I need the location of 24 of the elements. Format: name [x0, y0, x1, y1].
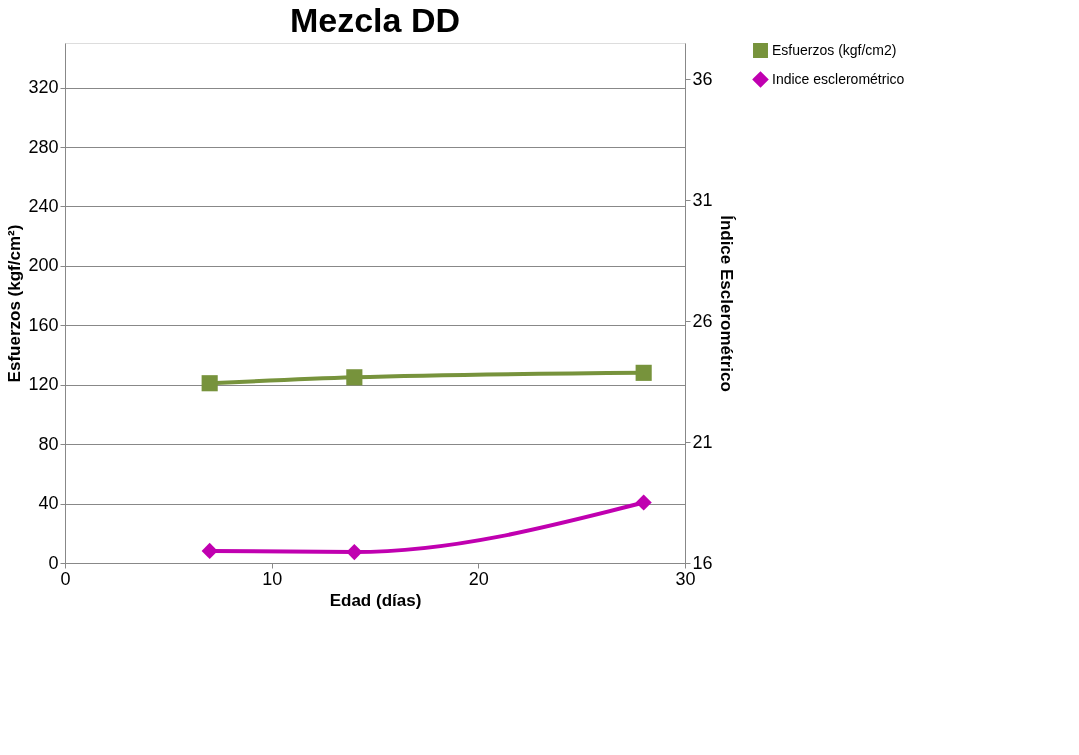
y2-tick-label: 21: [692, 431, 713, 452]
legend-label: Indice esclerométrico: [772, 70, 905, 87]
y2-tick-label: 36: [692, 68, 713, 89]
legend-label: Esfuerzos (kgf/cm2): [772, 41, 897, 58]
point: [346, 544, 363, 561]
y-tick-label: 80: [38, 433, 59, 454]
y2-tick-label: 26: [692, 310, 713, 331]
y-axis-title: Esfuerzos (kgf/cm²): [5, 224, 25, 383]
x-tick-label: 20: [468, 568, 489, 589]
y-tick-label: 280: [28, 136, 59, 157]
point: [201, 542, 218, 559]
y-tick-label: 320: [28, 77, 59, 98]
y2-axis-title: Índice Esclerométrico: [716, 215, 736, 392]
x-axis-title: Edad (días): [329, 590, 422, 610]
y2-tick-label: 31: [692, 189, 713, 210]
y-tick-label: 40: [38, 493, 59, 514]
y-tick-label: 160: [28, 314, 59, 335]
point: [635, 494, 652, 511]
y-tick-label: 0: [48, 552, 59, 573]
y-tick-label: 120: [28, 374, 59, 395]
y-tick-label: 240: [28, 195, 59, 216]
chart-title: Mezcla DD: [289, 1, 461, 39]
y-tick-label: 200: [28, 255, 59, 276]
x-tick-label: 10: [262, 568, 283, 589]
